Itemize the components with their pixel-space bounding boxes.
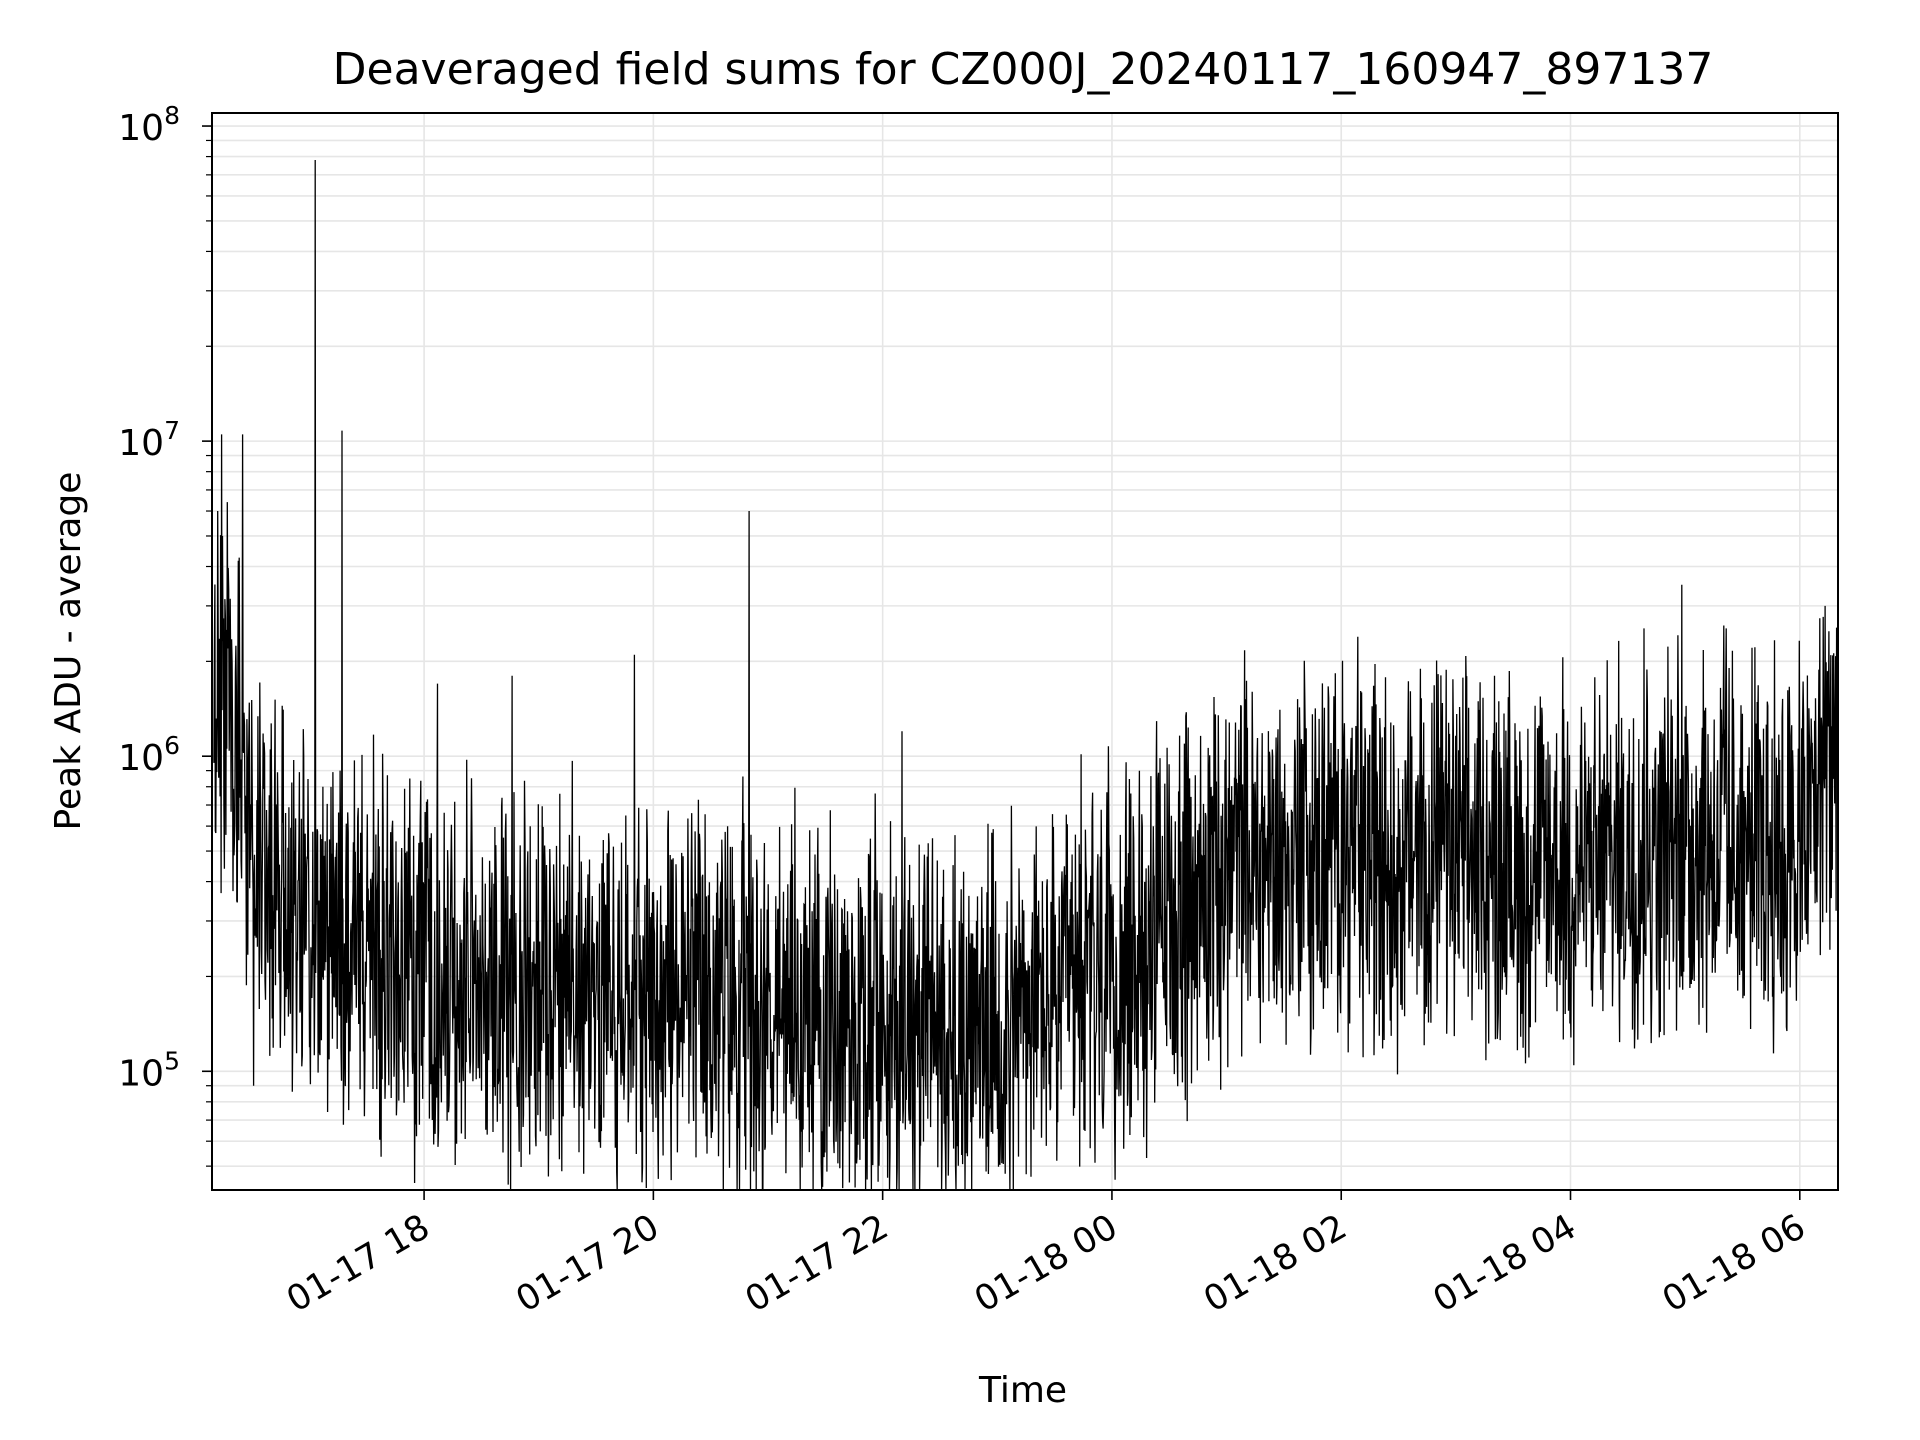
- plot-frame: [211, 112, 1839, 1191]
- series-line: [213, 159, 1839, 1191]
- plot-area: [213, 159, 1839, 1191]
- y-tick-label: 107: [118, 416, 180, 464]
- y-axis-label: Peak ADU - average: [48, 472, 89, 831]
- y-tick-labels: 105 106 107 108: [118, 101, 180, 1094]
- y-tick-label: 106: [118, 731, 180, 779]
- y-tick-label: 108: [118, 101, 180, 149]
- x-axis-label: Time: [978, 1370, 1067, 1411]
- y-tick-label: 105: [118, 1046, 180, 1094]
- chart-title: Deaveraged field sums for CZ000J_2024011…: [333, 44, 1714, 95]
- axis-ticks: [202, 125, 1801, 1200]
